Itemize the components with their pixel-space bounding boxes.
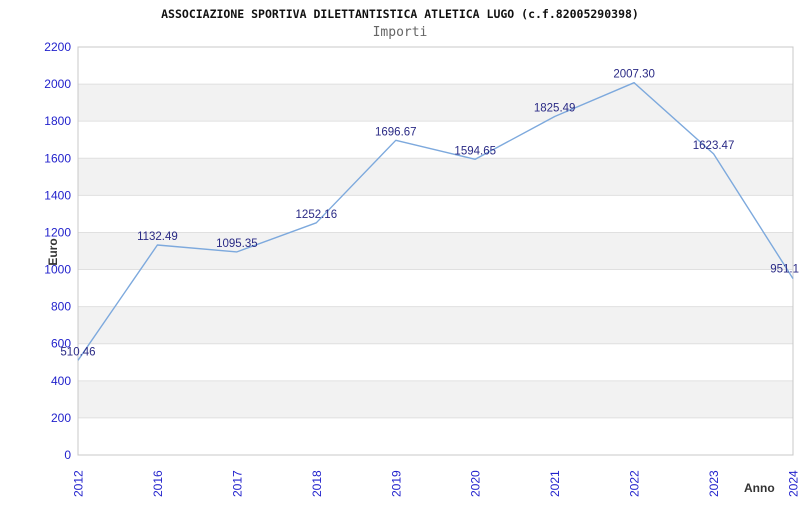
data-label: 951.1 — [770, 264, 799, 276]
plot-band — [78, 381, 793, 418]
x-tick-label: 2023 — [707, 470, 721, 497]
data-label: 1095.35 — [216, 238, 258, 250]
x-tick-label: 2022 — [628, 470, 642, 497]
x-tick-label: 2016 — [151, 470, 165, 497]
x-tick-label: 2012 — [72, 470, 86, 497]
y-tick-label: 2000 — [44, 77, 71, 91]
y-tick-label: 2200 — [44, 40, 71, 54]
x-tick-label: 2017 — [230, 470, 244, 497]
data-label: 1132.49 — [137, 231, 178, 243]
y-axis-title: Euro — [46, 227, 60, 277]
data-label: 2007.30 — [613, 69, 655, 81]
data-label: 1252.16 — [296, 209, 338, 221]
x-tick-label: 2020 — [469, 470, 483, 497]
data-label: 1623.47 — [693, 140, 735, 152]
y-tick-label: 1800 — [44, 114, 71, 128]
data-label: 1696.67 — [375, 126, 417, 138]
y-tick-label: 0 — [64, 448, 71, 462]
x-tick-label: 2021 — [548, 470, 562, 497]
y-tick-label: 1600 — [44, 151, 71, 165]
y-tick-label: 800 — [51, 300, 71, 314]
plot-band — [78, 307, 793, 344]
plot-band — [78, 84, 793, 121]
x-tick-label: 2019 — [389, 470, 403, 497]
data-label: 510.46 — [60, 346, 95, 358]
y-tick-label: 200 — [51, 411, 71, 425]
x-axis-title: Anno — [744, 481, 794, 495]
data-label: 1825.49 — [534, 102, 576, 114]
plot-band — [78, 232, 793, 269]
y-tick-label: 1400 — [44, 188, 71, 202]
y-tick-label: 400 — [51, 374, 71, 388]
x-tick-label: 2018 — [310, 470, 324, 497]
plot-band — [78, 158, 793, 195]
data-label: 1594.65 — [454, 145, 496, 157]
